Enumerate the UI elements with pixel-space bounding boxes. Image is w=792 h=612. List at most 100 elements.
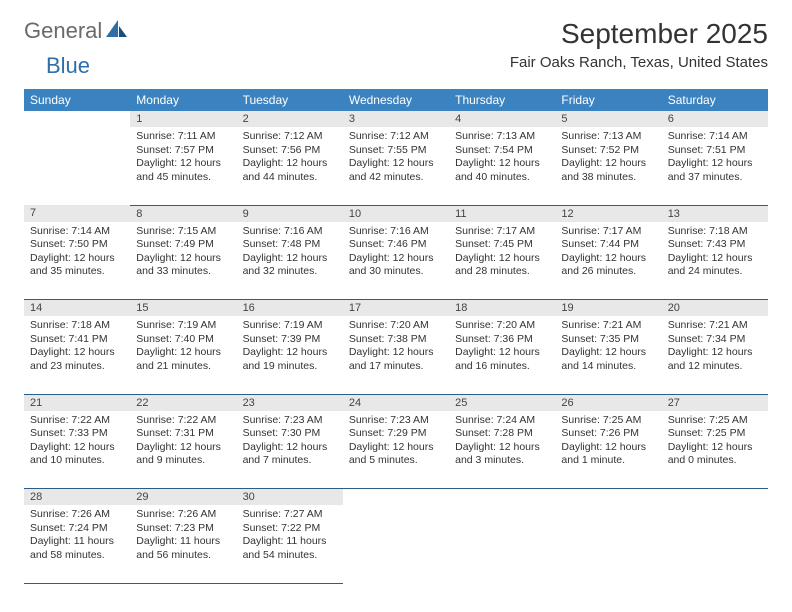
- day-cell: Sunrise: 7:12 AMSunset: 7:55 PMDaylight:…: [343, 127, 449, 205]
- day-detail: Sunrise: 7:12 AMSunset: 7:56 PMDaylight:…: [237, 127, 343, 191]
- day-number-cell: 18: [449, 300, 555, 317]
- day-number-cell: 21: [24, 394, 130, 411]
- sunset-text: Sunset: 7:30 PM: [243, 427, 337, 441]
- day-cell: Sunrise: 7:13 AMSunset: 7:52 PMDaylight:…: [555, 127, 661, 205]
- day-number-cell: 15: [130, 300, 236, 317]
- day-number-cell: 11: [449, 205, 555, 222]
- day-number-cell: [24, 111, 130, 127]
- day-detail: Sunrise: 7:19 AMSunset: 7:39 PMDaylight:…: [237, 316, 343, 380]
- sunrise-text: Sunrise: 7:12 AM: [349, 130, 443, 144]
- day-detail: Sunrise: 7:26 AMSunset: 7:23 PMDaylight:…: [130, 505, 236, 569]
- day-detail: Sunrise: 7:21 AMSunset: 7:34 PMDaylight:…: [662, 316, 768, 380]
- day-detail: Sunrise: 7:17 AMSunset: 7:44 PMDaylight:…: [555, 222, 661, 286]
- day-detail: Sunrise: 7:18 AMSunset: 7:41 PMDaylight:…: [24, 316, 130, 380]
- daylight-text: Daylight: 12 hours and 10 minutes.: [30, 441, 124, 468]
- day-header: Wednesday: [343, 89, 449, 111]
- day-cell: Sunrise: 7:13 AMSunset: 7:54 PMDaylight:…: [449, 127, 555, 205]
- sunrise-text: Sunrise: 7:11 AM: [136, 130, 230, 144]
- day-detail: Sunrise: 7:14 AMSunset: 7:51 PMDaylight:…: [662, 127, 768, 191]
- daylight-text: Daylight: 12 hours and 45 minutes.: [136, 157, 230, 184]
- location: Fair Oaks Ranch, Texas, United States: [510, 54, 768, 71]
- day-cell: Sunrise: 7:16 AMSunset: 7:48 PMDaylight:…: [237, 222, 343, 300]
- day-number-cell: 24: [343, 394, 449, 411]
- day-number-cell: 14: [24, 300, 130, 317]
- sunset-text: Sunset: 7:48 PM: [243, 238, 337, 252]
- day-cell: Sunrise: 7:24 AMSunset: 7:28 PMDaylight:…: [449, 411, 555, 489]
- day-cell: Sunrise: 7:15 AMSunset: 7:49 PMDaylight:…: [130, 222, 236, 300]
- sunset-text: Sunset: 7:33 PM: [30, 427, 124, 441]
- sunrise-text: Sunrise: 7:15 AM: [136, 225, 230, 239]
- day-number-cell: 2: [237, 111, 343, 127]
- sunset-text: Sunset: 7:41 PM: [30, 333, 124, 347]
- sunset-text: Sunset: 7:36 PM: [455, 333, 549, 347]
- day-cell: Sunrise: 7:14 AMSunset: 7:51 PMDaylight:…: [662, 127, 768, 205]
- sunrise-text: Sunrise: 7:25 AM: [668, 414, 762, 428]
- day-cell: Sunrise: 7:22 AMSunset: 7:31 PMDaylight:…: [130, 411, 236, 489]
- day-number-row: 78910111213: [24, 205, 768, 222]
- sunrise-text: Sunrise: 7:12 AM: [243, 130, 337, 144]
- daylight-text: Daylight: 12 hours and 14 minutes.: [561, 346, 655, 373]
- daylight-text: Daylight: 12 hours and 44 minutes.: [243, 157, 337, 184]
- day-cell: Sunrise: 7:26 AMSunset: 7:24 PMDaylight:…: [24, 505, 130, 583]
- day-detail: Sunrise: 7:19 AMSunset: 7:40 PMDaylight:…: [130, 316, 236, 380]
- sunset-text: Sunset: 7:34 PM: [668, 333, 762, 347]
- day-number-cell: 10: [343, 205, 449, 222]
- day-number-cell: 25: [449, 394, 555, 411]
- daylight-text: Daylight: 12 hours and 7 minutes.: [243, 441, 337, 468]
- day-detail: Sunrise: 7:22 AMSunset: 7:31 PMDaylight:…: [130, 411, 236, 475]
- day-detail: Sunrise: 7:16 AMSunset: 7:46 PMDaylight:…: [343, 222, 449, 286]
- daylight-text: Daylight: 12 hours and 21 minutes.: [136, 346, 230, 373]
- daylight-text: Daylight: 11 hours and 58 minutes.: [30, 535, 124, 562]
- day-cell: Sunrise: 7:22 AMSunset: 7:33 PMDaylight:…: [24, 411, 130, 489]
- day-cell: [555, 505, 661, 583]
- day-number-cell: 1: [130, 111, 236, 127]
- sunrise-text: Sunrise: 7:20 AM: [349, 319, 443, 333]
- sunrise-text: Sunrise: 7:27 AM: [243, 508, 337, 522]
- day-detail: Sunrise: 7:21 AMSunset: 7:35 PMDaylight:…: [555, 316, 661, 380]
- sunrise-text: Sunrise: 7:21 AM: [561, 319, 655, 333]
- day-content-row: Sunrise: 7:18 AMSunset: 7:41 PMDaylight:…: [24, 316, 768, 394]
- day-cell: [24, 127, 130, 205]
- logo-text-blue: Blue: [46, 53, 90, 79]
- daylight-text: Daylight: 12 hours and 28 minutes.: [455, 252, 549, 279]
- day-detail: Sunrise: 7:13 AMSunset: 7:52 PMDaylight:…: [555, 127, 661, 191]
- day-number-cell: 6: [662, 111, 768, 127]
- day-detail: Sunrise: 7:27 AMSunset: 7:22 PMDaylight:…: [237, 505, 343, 569]
- month-title: September 2025: [510, 18, 768, 50]
- daylight-text: Daylight: 12 hours and 30 minutes.: [349, 252, 443, 279]
- day-content-row: Sunrise: 7:22 AMSunset: 7:33 PMDaylight:…: [24, 411, 768, 489]
- sunrise-text: Sunrise: 7:20 AM: [455, 319, 549, 333]
- day-number-cell: 27: [662, 394, 768, 411]
- day-number-cell: [449, 489, 555, 506]
- logo: General: [24, 18, 130, 44]
- sunset-text: Sunset: 7:46 PM: [349, 238, 443, 252]
- day-cell: Sunrise: 7:23 AMSunset: 7:29 PMDaylight:…: [343, 411, 449, 489]
- sunset-text: Sunset: 7:29 PM: [349, 427, 443, 441]
- day-detail: Sunrise: 7:14 AMSunset: 7:50 PMDaylight:…: [24, 222, 130, 286]
- day-number-cell: 26: [555, 394, 661, 411]
- daylight-text: Daylight: 12 hours and 38 minutes.: [561, 157, 655, 184]
- day-cell: [343, 505, 449, 583]
- day-header: Friday: [555, 89, 661, 111]
- day-detail: Sunrise: 7:24 AMSunset: 7:28 PMDaylight:…: [449, 411, 555, 475]
- daylight-text: Daylight: 12 hours and 0 minutes.: [668, 441, 762, 468]
- daylight-text: Daylight: 12 hours and 26 minutes.: [561, 252, 655, 279]
- day-cell: Sunrise: 7:12 AMSunset: 7:56 PMDaylight:…: [237, 127, 343, 205]
- daylight-text: Daylight: 12 hours and 3 minutes.: [455, 441, 549, 468]
- day-number-cell: 23: [237, 394, 343, 411]
- day-number-row: 21222324252627: [24, 394, 768, 411]
- day-number-cell: [662, 489, 768, 506]
- sunset-text: Sunset: 7:35 PM: [561, 333, 655, 347]
- daylight-text: Daylight: 12 hours and 23 minutes.: [30, 346, 124, 373]
- sunset-text: Sunset: 7:44 PM: [561, 238, 655, 252]
- day-number-row: 123456: [24, 111, 768, 127]
- day-cell: Sunrise: 7:26 AMSunset: 7:23 PMDaylight:…: [130, 505, 236, 583]
- daylight-text: Daylight: 11 hours and 54 minutes.: [243, 535, 337, 562]
- day-header: Sunday: [24, 89, 130, 111]
- logo-text-general: General: [24, 18, 102, 44]
- sunrise-text: Sunrise: 7:24 AM: [455, 414, 549, 428]
- day-detail: Sunrise: 7:11 AMSunset: 7:57 PMDaylight:…: [130, 127, 236, 191]
- sunrise-text: Sunrise: 7:18 AM: [30, 319, 124, 333]
- day-header: Monday: [130, 89, 236, 111]
- sunrise-text: Sunrise: 7:14 AM: [30, 225, 124, 239]
